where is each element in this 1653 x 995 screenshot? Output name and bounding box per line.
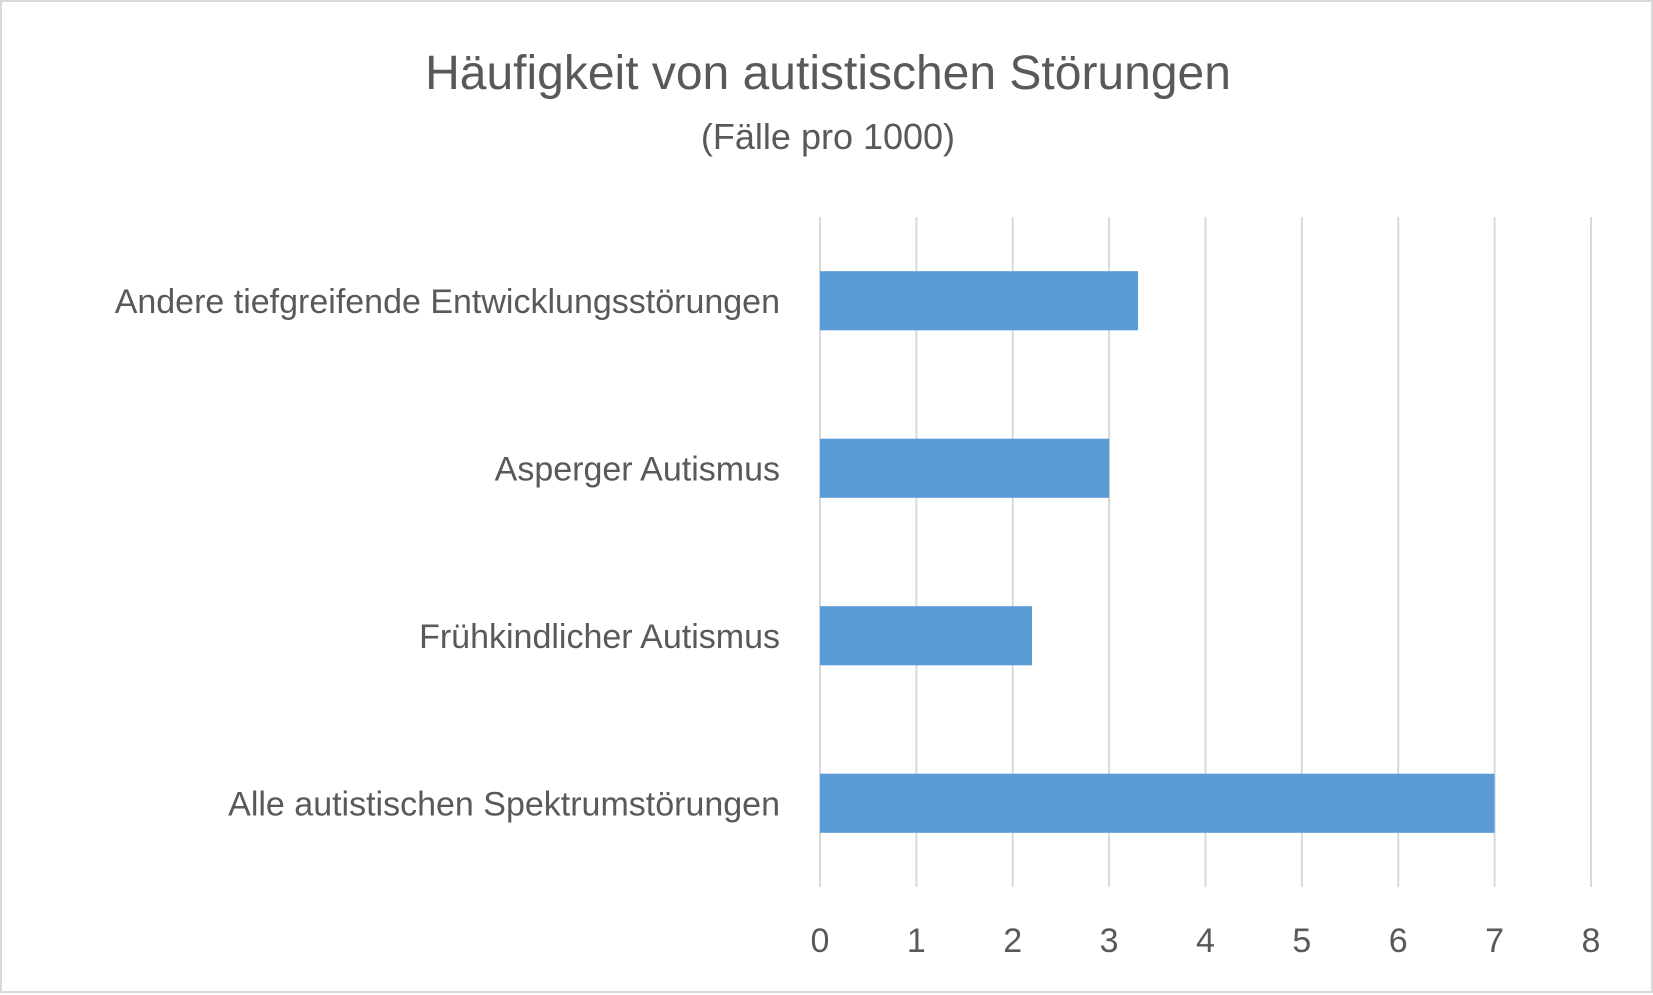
bars	[820, 271, 1495, 833]
x-tick-label: 7	[1485, 922, 1504, 960]
x-tick-label: 4	[1196, 922, 1215, 960]
bar	[820, 773, 1495, 833]
category-label: Asperger Autismus	[495, 450, 780, 488]
category-label: Frühkindlicher Autismus	[419, 618, 780, 656]
category-label: Andere tiefgreifende Entwicklungsstörung…	[115, 283, 780, 321]
bar	[820, 606, 1033, 666]
x-tick-label: 0	[811, 922, 830, 960]
x-tick-label: 3	[1100, 922, 1119, 960]
x-tick-label: 5	[1292, 922, 1311, 960]
x-axis-tick-labels: 0 1 2 3 4 5 6 7 8	[811, 922, 1601, 960]
category-label: Alle autistischen Spektrumstörungen	[228, 785, 780, 823]
x-tick-label: 8	[1582, 922, 1601, 960]
x-tick-label: 2	[1003, 922, 1022, 960]
chart-title: Häufigkeit von autistischen Störungen	[425, 47, 1231, 100]
chart-subtitle: (Fälle pro 1000)	[701, 116, 955, 157]
category-labels: Andere tiefgreifende Entwicklungsstörung…	[115, 283, 780, 824]
bar	[820, 271, 1139, 331]
x-tick-label: 6	[1389, 922, 1408, 960]
bar	[820, 438, 1110, 498]
x-tick-label: 1	[907, 922, 926, 960]
